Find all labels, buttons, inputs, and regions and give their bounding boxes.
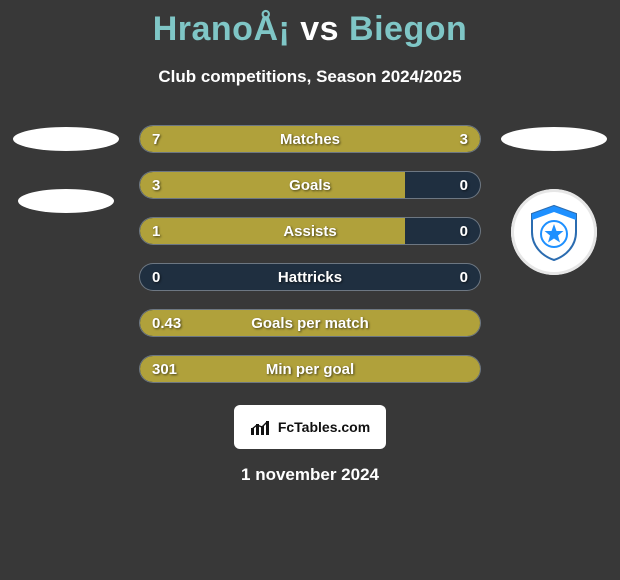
fill-left (140, 126, 378, 152)
club-right-badge (511, 189, 597, 275)
shield-icon (524, 202, 584, 262)
stat-row: 0 Hattricks 0 (139, 263, 481, 291)
value-left: 301 (152, 361, 177, 378)
value-left: 0.43 (152, 315, 181, 332)
stat-label: Hattricks (278, 269, 342, 286)
fill-left (140, 218, 405, 244)
stat-row: 3 Goals 0 (139, 171, 481, 199)
brand-text: FcTables.com (278, 419, 370, 435)
fill-left (140, 172, 405, 198)
comparison-grid: 7 Matches 3 3 Goals 0 1 Assists 0 0 Hattricks 0 0.43… (0, 125, 620, 383)
page-title: HranoÅ¡ vs Biegon (153, 10, 468, 49)
stat-row: 1 Assists 0 (139, 217, 481, 245)
brand-pill[interactable]: FcTables.com (234, 405, 386, 449)
bar-chart-icon (250, 418, 272, 436)
stat-label: Goals (289, 177, 331, 194)
stat-label: Assists (283, 223, 336, 240)
footer-date: 1 november 2024 (241, 465, 379, 485)
bars-container: 7 Matches 3 3 Goals 0 1 Assists 0 0 Hattricks 0 0.43… (139, 125, 481, 383)
value-right: 0 (460, 269, 468, 286)
stat-row: 7 Matches 3 (139, 125, 481, 153)
title-player-right: Biegon (349, 10, 467, 48)
value-left: 3 (152, 177, 160, 194)
avatar-right-placeholder (501, 127, 607, 151)
value-right: 0 (460, 177, 468, 194)
title-player-left: HranoÅ¡ (153, 10, 291, 48)
value-left: 1 (152, 223, 160, 240)
value-right: 0 (460, 223, 468, 240)
value-right: 3 (460, 131, 468, 148)
left-column (11, 125, 121, 383)
value-left: 0 (152, 269, 160, 286)
stat-label: Matches (280, 131, 340, 148)
subtitle: Club competitions, Season 2024/2025 (158, 67, 461, 87)
avatar-left-placeholder (13, 127, 119, 151)
value-left: 7 (152, 131, 160, 148)
stat-row: 301 Min per goal (139, 355, 481, 383)
club-left-placeholder (18, 189, 114, 213)
infographic: HranoÅ¡ vs Biegon Club competitions, Sea… (0, 0, 620, 580)
stat-label: Goals per match (251, 315, 369, 332)
right-column (499, 125, 609, 383)
title-vs: vs (290, 10, 349, 48)
stat-label: Min per goal (266, 361, 354, 378)
stat-row: 0.43 Goals per match (139, 309, 481, 337)
